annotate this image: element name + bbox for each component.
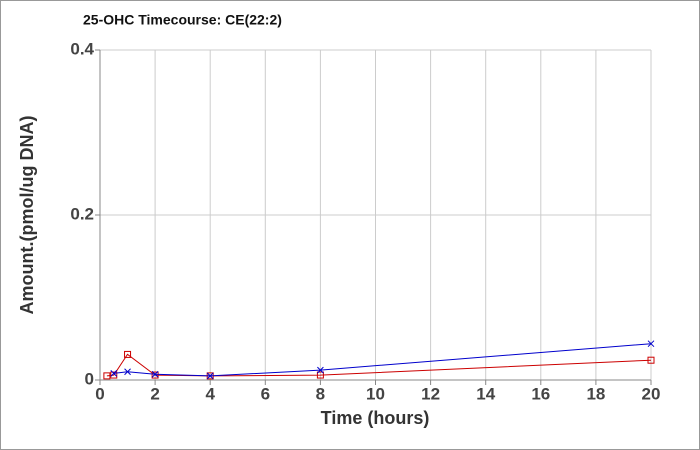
- point: [124, 350, 132, 358]
- plot: [103, 340, 655, 380]
- series-line: [113, 343, 652, 377]
- point: [647, 356, 655, 364]
- point: [110, 371, 118, 379]
- chart-title: 25-OHC Timecourse: CE(22:2): [83, 12, 282, 28]
- grid: [95, 49, 652, 385]
- x-tick-label: 10: [366, 384, 385, 403]
- y-axis-label: Amount.(pmol/ug DNA): [17, 116, 37, 315]
- x-tick-label: 8: [316, 384, 325, 403]
- y-tick-label: 0: [85, 369, 94, 388]
- point: [151, 370, 159, 378]
- point: [206, 372, 214, 380]
- point: [647, 340, 655, 348]
- x-tick-label: 2: [150, 384, 159, 403]
- point: [110, 370, 118, 377]
- y-tick-label: 0.4: [70, 39, 94, 58]
- point: [317, 366, 324, 374]
- x-tick-label: 4: [205, 384, 215, 403]
- x-tick-label: 6: [261, 384, 270, 403]
- point: [103, 372, 111, 380]
- x-tick-label: 12: [421, 384, 440, 403]
- x-tick-label: 14: [476, 384, 495, 403]
- x-tick-label: 18: [586, 384, 605, 403]
- x-axis-label: Time (hours): [321, 408, 430, 428]
- x-tick-label: 0: [95, 384, 104, 403]
- x-tick-label: 20: [642, 384, 661, 403]
- x-tick-label: 16: [531, 384, 550, 403]
- point: [124, 368, 131, 376]
- point: [316, 371, 324, 379]
- point: [151, 371, 159, 379]
- y-tick-label: 0.2: [70, 204, 94, 223]
- series-line: [106, 353, 652, 377]
